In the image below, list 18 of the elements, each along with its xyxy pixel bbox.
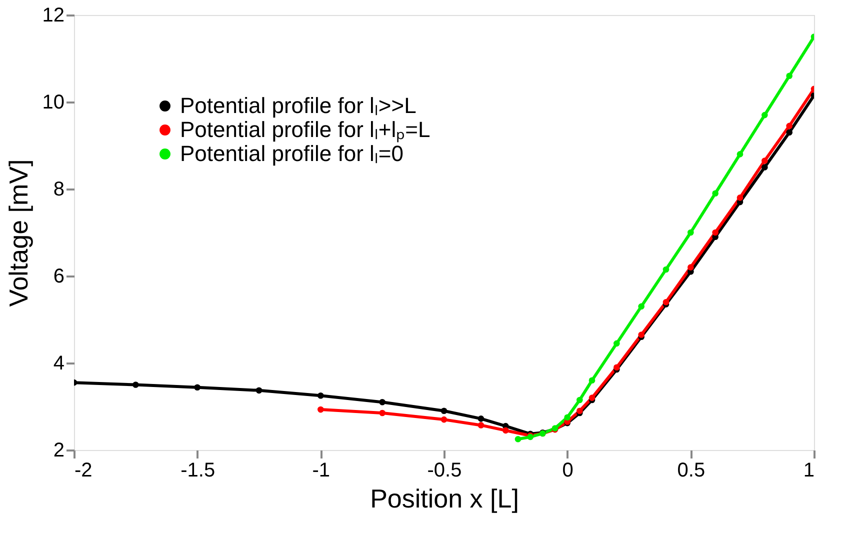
y-tick-label: 6 — [53, 266, 64, 288]
y-axis-title: Voltage [mV] — [3, 159, 34, 307]
legend-label: Potential profile for lₗ=0 — [180, 141, 404, 166]
x-tick-label: -1.5 — [180, 460, 216, 482]
y-tick-label: 12 — [42, 4, 64, 26]
x-tick-label: -2 — [74, 460, 92, 482]
y-tick-label: 10 — [42, 92, 64, 114]
x-axis-title: Position x [L] — [370, 484, 519, 514]
y-tick-label: 8 — [53, 178, 64, 200]
legend-label: Potential profile for lₗ>>L — [180, 93, 416, 118]
x-tick-label: 0 — [562, 460, 574, 482]
legend-label: Potential profile for lₗ+lₚ=L — [180, 117, 430, 143]
y-tick-label: 2 — [53, 440, 64, 462]
x-tick-label: -0.5 — [427, 460, 462, 482]
x-tick-label: 1 — [803, 460, 814, 482]
x-tick-label: 0.5 — [677, 460, 706, 482]
x-tick-label: -1 — [312, 460, 330, 482]
y-tick-label: 4 — [53, 352, 64, 374]
